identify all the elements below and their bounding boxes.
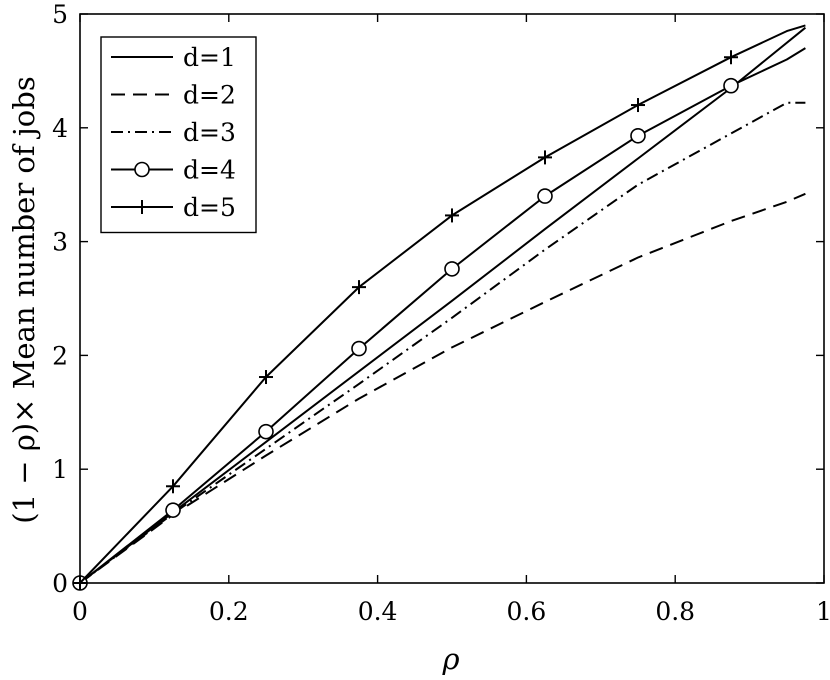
y-axis-ticks: 0 1 2 3 4 5 bbox=[52, 0, 824, 598]
series-line bbox=[79, 192, 806, 584]
legend-label: d=5 bbox=[183, 193, 236, 222]
legend-entry: d=5 bbox=[111, 193, 236, 222]
series-line bbox=[79, 101, 806, 584]
plus-marker bbox=[259, 370, 273, 385]
axes bbox=[79, 13, 825, 584]
y-tick-label: 1 bbox=[52, 455, 68, 484]
x-tick-label: 0 bbox=[72, 597, 88, 626]
plus-marker bbox=[631, 98, 645, 113]
x-axis-ticks: 0 0.2 0.4 0.6 0.8 1 bbox=[72, 14, 830, 626]
circle-marker bbox=[351, 340, 367, 357]
legend-label: d=4 bbox=[183, 156, 236, 185]
series-2 bbox=[79, 192, 806, 584]
y-tick-label: 2 bbox=[52, 341, 68, 370]
x-tick-label: 0.2 bbox=[209, 597, 249, 626]
plot-area bbox=[72, 24, 807, 591]
series-1 bbox=[79, 26, 807, 584]
legend-label: d=2 bbox=[183, 81, 236, 110]
plus-marker bbox=[538, 150, 552, 165]
circle-marker bbox=[630, 127, 646, 144]
series-line bbox=[79, 26, 807, 584]
legend-entry: d=1 bbox=[111, 43, 236, 72]
series-4 bbox=[72, 47, 806, 591]
legend: d=1 d=2 d=3 d=4 d=5 bbox=[100, 36, 257, 234]
circle-marker bbox=[444, 261, 460, 277]
series-line bbox=[79, 24, 806, 584]
legend-label: d=3 bbox=[183, 118, 236, 147]
circle-marker bbox=[165, 502, 181, 518]
x-tick-label: 0.6 bbox=[507, 597, 547, 626]
legend-entry: d=4 bbox=[111, 156, 236, 185]
y-axis-label: (1 − ρ)× Mean number of jobs bbox=[7, 76, 41, 523]
legend-plus-marker bbox=[135, 200, 149, 214]
series-3 bbox=[79, 101, 806, 584]
x-tick-label: 0.4 bbox=[358, 597, 398, 626]
plus-marker bbox=[352, 280, 366, 295]
legend-circle-marker bbox=[134, 161, 150, 178]
legend-box bbox=[100, 36, 257, 234]
series-line bbox=[79, 47, 806, 584]
circle-marker bbox=[537, 188, 553, 204]
plus-marker bbox=[166, 479, 180, 494]
plus-marker bbox=[445, 208, 459, 223]
axes-box bbox=[79, 13, 825, 584]
y-tick-label: 0 bbox=[52, 569, 68, 598]
plus-marker bbox=[724, 50, 738, 65]
legend-entry: d=3 bbox=[111, 118, 236, 147]
y-tick-label: 5 bbox=[52, 0, 68, 29]
x-axis-label: ρ bbox=[441, 642, 459, 676]
x-tick-label: 1 bbox=[816, 597, 830, 626]
y-tick-label: 3 bbox=[52, 228, 68, 257]
circle-marker bbox=[723, 77, 739, 94]
x-tick-label: 0.8 bbox=[655, 597, 695, 626]
legend-label: d=1 bbox=[183, 43, 236, 72]
legend-entry: d=2 bbox=[111, 81, 236, 110]
circle-marker bbox=[258, 423, 274, 440]
y-tick-label: 4 bbox=[52, 114, 68, 143]
